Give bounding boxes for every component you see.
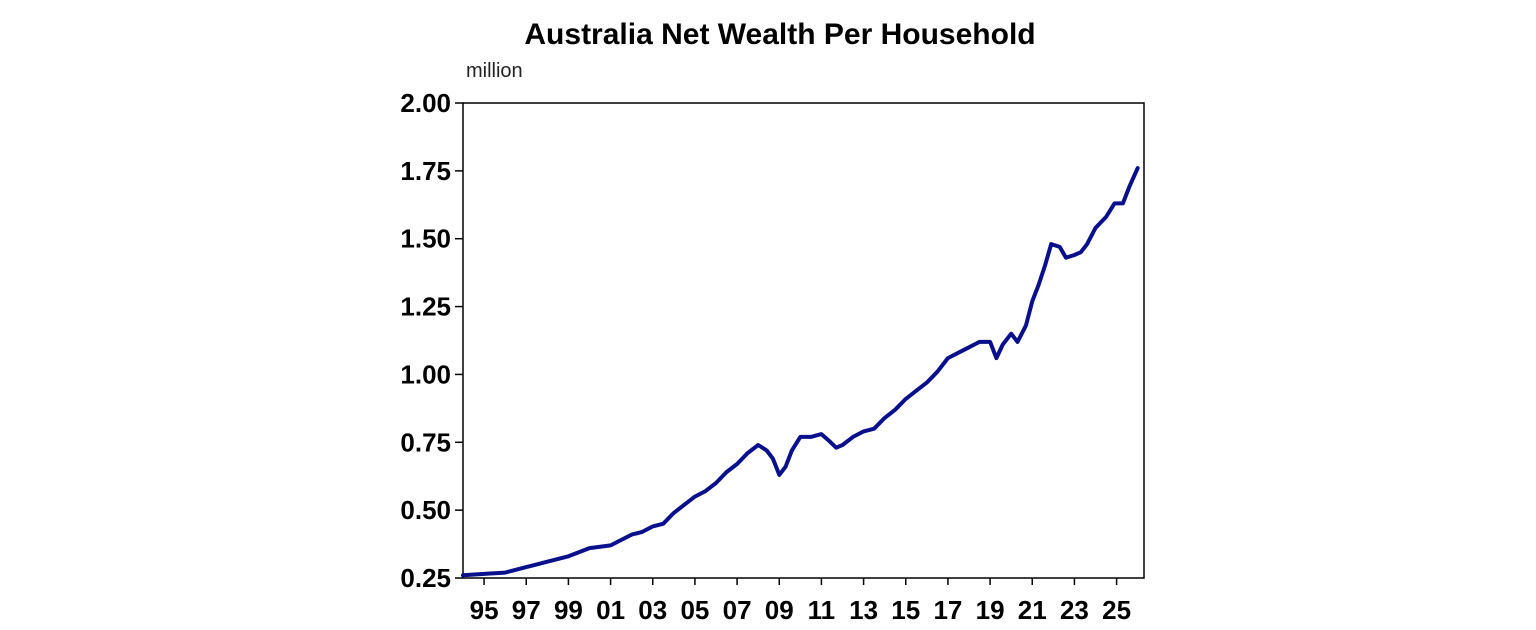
x-axis: 95 97 99 01 03 05 07 09 11 13 15 17 19 21 23 25 bbox=[470, 578, 1131, 625]
x-tick-label: 21 bbox=[1018, 595, 1047, 625]
x-tick-label: 23 bbox=[1060, 595, 1089, 625]
x-tick-label: 05 bbox=[680, 595, 709, 625]
series-layer bbox=[461, 166, 1140, 578]
x-tick-label: 25 bbox=[1102, 595, 1131, 625]
x-tick-label: 19 bbox=[976, 595, 1005, 625]
x-tick-label: 01 bbox=[596, 595, 625, 625]
x-tick-label: 99 bbox=[554, 595, 583, 625]
y-tick-label: 2.00 bbox=[400, 88, 451, 118]
series-line bbox=[461, 166, 1140, 578]
x-tick-label: 03 bbox=[638, 595, 667, 625]
plot-area-frame bbox=[462, 102, 1145, 579]
x-tick-label: 13 bbox=[849, 595, 878, 625]
y-axis-unit-label: million bbox=[466, 60, 523, 82]
y-tick-label: 1.25 bbox=[400, 292, 451, 322]
x-tick-label: 07 bbox=[723, 595, 752, 625]
y-tick-label: 1.75 bbox=[400, 156, 451, 186]
x-tick-label: 97 bbox=[512, 595, 541, 625]
x-tick-label: 09 bbox=[765, 595, 794, 625]
y-tick-label: 1.50 bbox=[400, 224, 451, 254]
y-tick-label: 0.50 bbox=[400, 495, 451, 525]
x-tick-label: 17 bbox=[933, 595, 962, 625]
y-axis: 2.00 1.75 1.50 1.25 1.00 0.75 0.50 0.25 bbox=[400, 88, 463, 593]
y-tick-label: 1.00 bbox=[400, 359, 451, 389]
y-tick-label: 0.25 bbox=[400, 563, 451, 593]
x-tick-label: 11 bbox=[808, 595, 836, 625]
x-tick-label: 15 bbox=[891, 595, 920, 625]
x-tick-label: 95 bbox=[470, 595, 499, 625]
chart-title: Australia Net Wealth Per Household bbox=[524, 18, 1036, 51]
y-tick-label: 0.75 bbox=[400, 427, 451, 457]
